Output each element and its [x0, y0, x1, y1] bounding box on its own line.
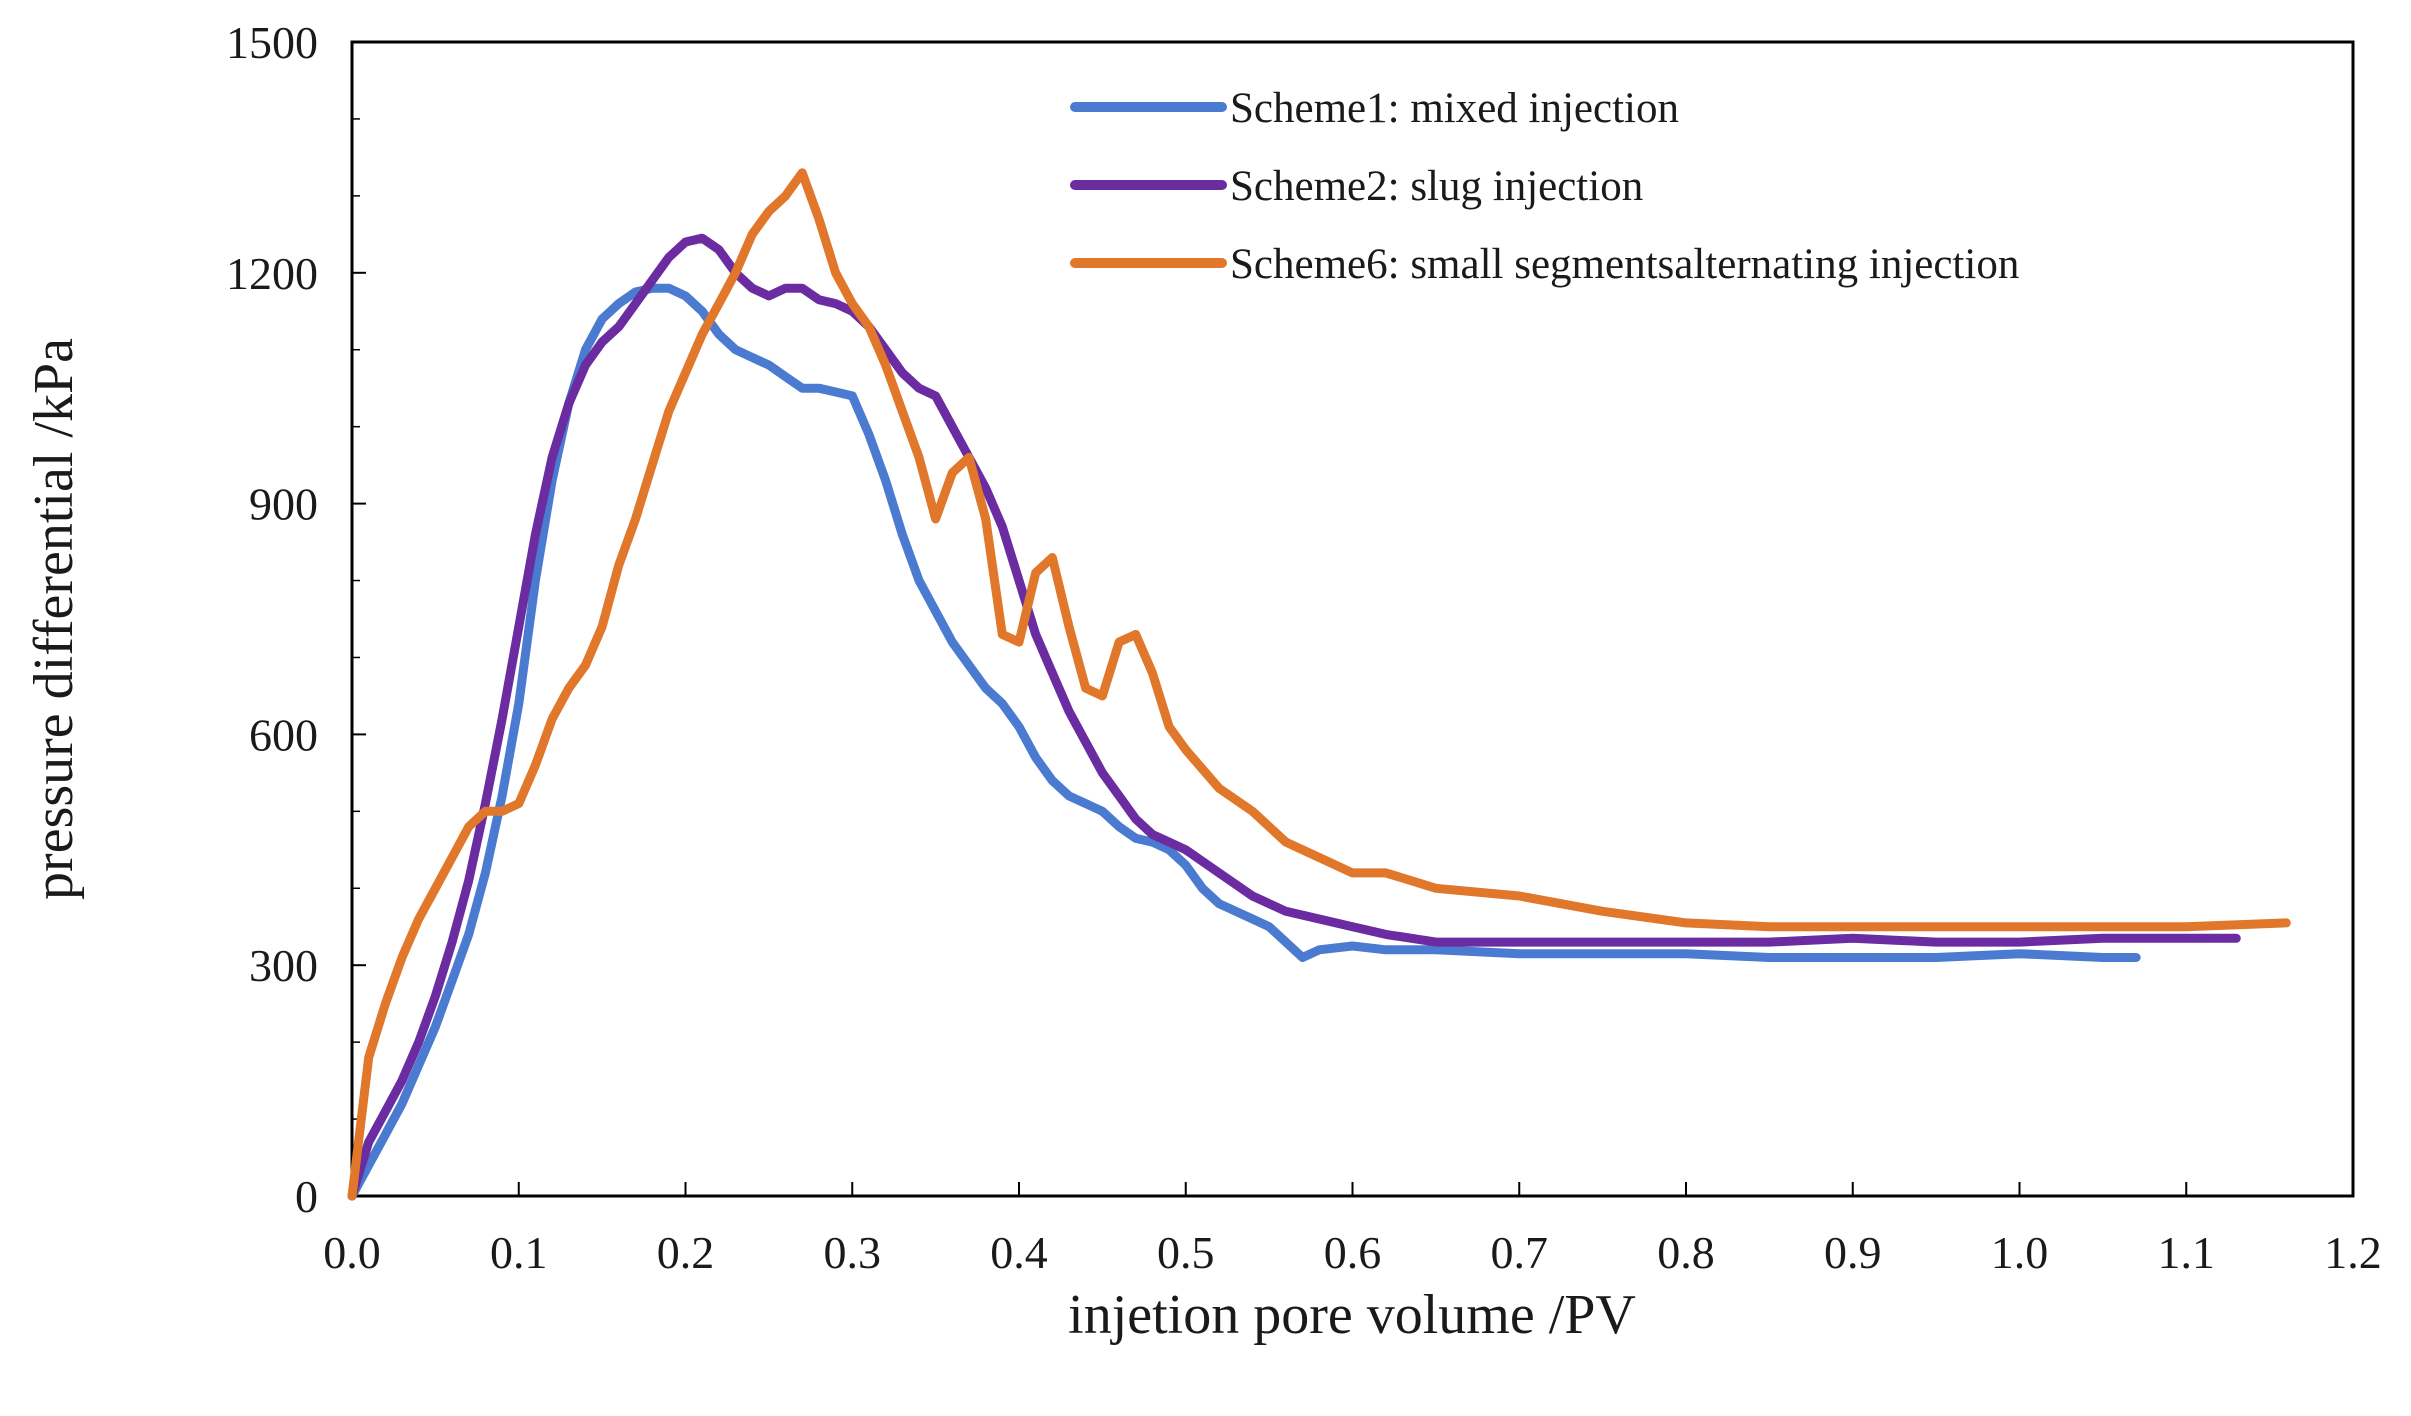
x-tick-label: 0.5 — [1157, 1227, 1215, 1278]
plot-area — [350, 40, 2355, 1198]
y-tick-label: 0 — [295, 1171, 318, 1222]
x-axis-title: injetion pore volume /PV — [1068, 1284, 1636, 1346]
series-line-2 — [347, 233, 2241, 1201]
x-tick-label: 0.4 — [990, 1227, 1048, 1278]
series-line-3 — [347, 168, 2291, 1201]
legend-label: Scheme1: mixed injection — [1230, 85, 1679, 132]
x-tick-label: 1.2 — [2324, 1227, 2382, 1278]
axis-ticks: 0.0 0.1 0.2 0.3 0.4 0.5 0.6 0.7 0.8 0.9 1.0 1.1 1.2 0… — [226, 17, 2382, 1278]
legend-label: Scheme6: small segmentsalternating injec… — [1230, 241, 2019, 288]
y-tick-label: 600 — [249, 709, 318, 760]
x-tick-label: 0.0 — [323, 1227, 381, 1278]
y-tick-label: 900 — [249, 479, 318, 530]
x-tick-label: 0.6 — [1324, 1227, 1382, 1278]
series-line-1 — [347, 283, 2141, 1201]
x-tick-label: 0.2 — [657, 1227, 715, 1278]
y-tick-label: 300 — [249, 940, 318, 991]
series-lines — [347, 168, 2291, 1201]
x-tick-label: 1.0 — [1991, 1227, 2049, 1278]
legend: Scheme1: mixed injection Scheme2: slug in… — [1070, 85, 2019, 288]
x-tick-label: 1.1 — [2158, 1227, 2216, 1278]
x-tick-label: 0.3 — [824, 1227, 882, 1278]
x-tick-label: 0.9 — [1824, 1227, 1882, 1278]
x-tick-label: 0.8 — [1657, 1227, 1715, 1278]
y-tick-label: 1500 — [226, 17, 318, 68]
legend-label: Scheme2: slug injection — [1230, 163, 1643, 210]
y-tick-label: 1200 — [226, 248, 318, 299]
x-tick-label: 0.7 — [1491, 1227, 1549, 1278]
x-tick-label: 0.1 — [490, 1227, 548, 1278]
y-axis-title: pressure differential /kPa — [23, 338, 85, 900]
